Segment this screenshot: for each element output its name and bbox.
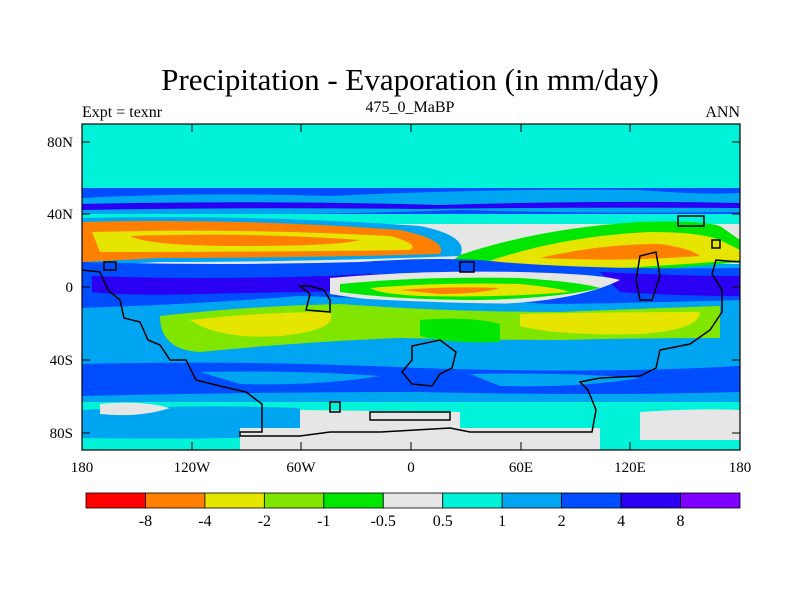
coastlines xyxy=(82,215,740,437)
y-tick-label: 80N xyxy=(47,135,73,151)
x-tick-label: 180 xyxy=(729,460,752,476)
plot-title: Precipitation - Evaporation (in mm/day) xyxy=(161,62,659,97)
colorbar-label: -0.5 xyxy=(371,513,396,530)
x-tick-label: 60E xyxy=(509,460,533,476)
y-tick-label: 0 xyxy=(66,280,74,296)
season-label: ANN xyxy=(705,104,740,121)
colorbar-swatch xyxy=(501,492,563,509)
colorbar-swatch xyxy=(620,492,681,509)
colorbar-label: -2 xyxy=(258,513,271,530)
tick-marks xyxy=(81,124,741,450)
y-tick-label: 80S xyxy=(50,426,73,442)
colorbar-label: -1 xyxy=(317,513,330,530)
expt-label: Expt = texnr xyxy=(82,104,163,121)
colorbar-label: -4 xyxy=(198,513,211,530)
colorbar-swatch xyxy=(145,492,206,509)
colorbar-label: 0.5 xyxy=(433,513,453,530)
x-tick-label: 180 xyxy=(71,460,94,476)
colorbar-label: 4 xyxy=(617,513,625,530)
y-tick-label: 40S xyxy=(50,353,73,369)
x-tick-label: 120W xyxy=(174,460,212,476)
x-tick-label: 60W xyxy=(286,460,316,476)
x-tick-label: 0 xyxy=(407,460,415,476)
colorbar-label: 1 xyxy=(498,513,506,530)
y-axis-labels: 80N 40N 0 40S 80S xyxy=(47,135,73,442)
colorbar-swatch xyxy=(442,492,503,509)
colorbar-swatch xyxy=(382,492,444,509)
colorbar-swatch xyxy=(85,492,146,509)
colorbar: -8 -4 -2 -1 -0.5 0.5 1 2 4 8 xyxy=(85,492,741,530)
x-axis-labels: 180 120W 60W 0 60E 120E 180 xyxy=(71,460,752,476)
map-field xyxy=(82,124,740,450)
colorbar-label: -8 xyxy=(139,513,152,530)
timeslice-label: 475_0_MaBP xyxy=(366,99,455,116)
colorbar-label: 2 xyxy=(558,513,566,530)
colorbar-swatch xyxy=(680,492,741,509)
y-tick-label: 40N xyxy=(47,207,73,223)
x-tick-label: 120E xyxy=(614,460,646,476)
colorbar-swatch xyxy=(204,492,265,509)
colorbar-swatch xyxy=(561,492,622,509)
colorbar-label: 8 xyxy=(677,513,685,530)
colorbar-swatch xyxy=(263,492,325,509)
colorbar-swatch xyxy=(323,492,384,509)
